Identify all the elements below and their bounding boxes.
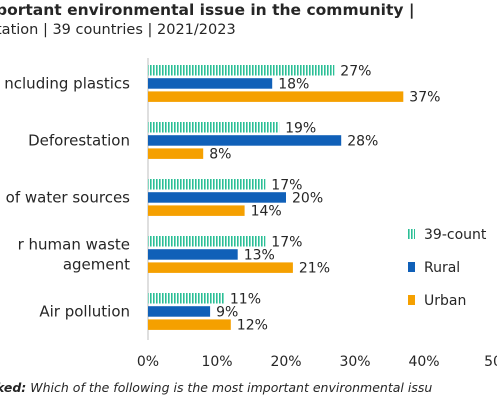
bar-urban-3	[148, 262, 293, 273]
bar-rural-3	[148, 249, 238, 260]
data-label-rural-3: 13%	[244, 247, 275, 263]
data-label-39-count-1: 19%	[285, 120, 316, 136]
data-label-urban-0: 37%	[409, 90, 440, 106]
x-tick-label: 40%	[408, 354, 439, 370]
legend-swatch-rural	[408, 262, 415, 272]
bar-39-count-2	[148, 179, 266, 190]
legend-label-urban: Urban	[424, 293, 466, 309]
data-label-urban-4: 12%	[237, 318, 268, 334]
data-label-rural-4: 9%	[216, 304, 238, 320]
data-label-39-count-4: 11%	[230, 291, 261, 307]
data-label-39-count-0: 27%	[340, 63, 371, 79]
legend-swatch-39-count	[408, 229, 415, 239]
category-label-3-0: r human waste	[18, 235, 130, 253]
bar-39-count-1	[148, 122, 280, 133]
bar-rural-0	[148, 78, 273, 89]
data-label-urban-2: 14%	[251, 204, 282, 220]
x-tick-label: 20%	[270, 354, 301, 370]
footnote-text: Which of the following is the most impor…	[26, 380, 433, 395]
x-tick-label: 0%	[137, 354, 159, 370]
data-label-urban-1: 8%	[209, 147, 231, 163]
chart-title: portant environmental issue in the commu…	[0, 1, 415, 19]
bar-urban-1	[148, 148, 204, 159]
bar-39-count-3	[148, 236, 266, 247]
chart-subtitle: tation | 39 countries | 2021/2023	[0, 22, 236, 38]
legend-swatch-urban	[408, 295, 415, 305]
data-label-rural-0: 18%	[278, 76, 309, 92]
data-label-rural-2: 20%	[292, 190, 323, 206]
bar-rural-2	[148, 192, 286, 203]
bar-rural-1	[148, 135, 342, 146]
bar-39-count-4	[148, 293, 224, 304]
category-label-4: Air pollution	[39, 302, 130, 320]
legend-label-39-count: 39-count	[424, 227, 487, 243]
category-label-1: Deforestation	[28, 131, 130, 149]
footnote-prefix: ked:	[0, 380, 27, 395]
footnote: ked: Which of the following is the most …	[0, 380, 432, 395]
x-tick-label: 30%	[339, 354, 370, 370]
legend-label-rural: Rural	[424, 260, 460, 276]
plot-area: 27% 18% 37% ncluding plastics 19% 28% 8% Defore…	[4, 58, 497, 370]
data-label-rural-1: 28%	[347, 133, 378, 149]
bar-urban-0	[148, 91, 404, 102]
bar-urban-4	[148, 319, 231, 330]
category-label-2: of water sources	[6, 188, 131, 206]
bar-rural-4	[148, 306, 211, 317]
bar-39-count-0	[148, 65, 335, 76]
x-tick-label: 50	[484, 354, 497, 370]
x-tick-label: 10%	[201, 354, 232, 370]
category-label-0: ncluding plastics	[4, 74, 130, 92]
bar-urban-2	[148, 205, 245, 216]
category-label-3-1: agement	[63, 255, 130, 273]
data-label-urban-3: 21%	[299, 261, 330, 277]
data-label-39-count-3: 17%	[271, 234, 302, 250]
data-label-39-count-2: 17%	[271, 177, 302, 193]
